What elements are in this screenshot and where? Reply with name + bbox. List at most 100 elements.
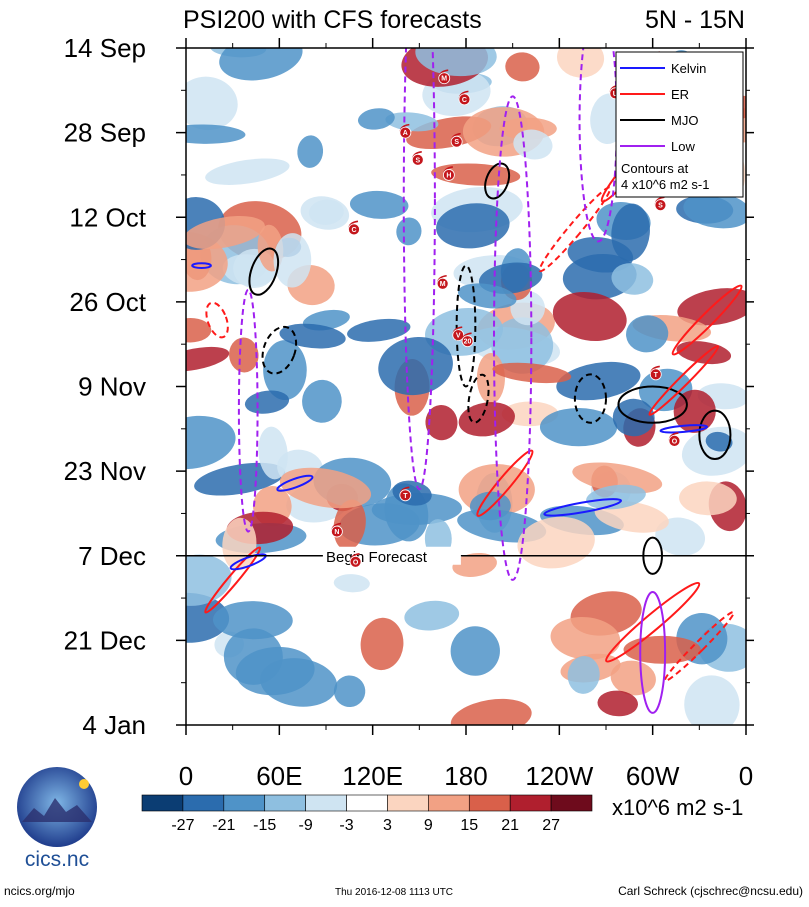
anomaly-patch [385, 112, 439, 132]
x-tick-label: 120W [525, 761, 593, 791]
anomaly-patch [505, 52, 540, 82]
legend: Kelvin ER MJO Low Contours at4 x10^6 m2 s-1 [615, 51, 744, 198]
storm-icon [450, 135, 463, 148]
anomaly-patch [450, 626, 500, 676]
storm-marker: M [438, 69, 451, 85]
storm-marker: T [649, 365, 662, 381]
anomaly-patch [626, 315, 669, 353]
y-tick-label: 7 Dec [78, 541, 146, 571]
anomaly-patch [655, 517, 706, 556]
anomaly-patch [273, 233, 312, 288]
colorbar-level-label: -27 [171, 817, 194, 834]
anomaly-patch [279, 467, 372, 509]
storm-icon [461, 335, 474, 348]
storm-letter: S [658, 203, 663, 210]
storm-letter: C [351, 227, 356, 234]
colorbar-swatch [509, 794, 552, 812]
storm-letter: O [353, 559, 359, 566]
cics-nc-logo: cics.nc [17, 767, 97, 871]
forecast-start-label: Begin Forecast [326, 549, 428, 566]
y-tick-label: 9 Nov [78, 372, 146, 402]
contour-kelvin [659, 424, 709, 434]
storm-letter: O [672, 438, 678, 445]
storm-letter: M [441, 76, 447, 83]
anomaly-patch [186, 76, 238, 131]
footer-author[interactable]: Carl Schreck (cjschrec@ncsu.edu) [618, 884, 803, 898]
anomaly-patch [186, 216, 265, 250]
colorbar-swatch [141, 794, 184, 812]
storm-letter: N [334, 529, 339, 536]
colorbar-units: x10^6 m2 s-1 [612, 795, 743, 820]
colorbar-swatch [182, 794, 225, 812]
anomaly-patch [219, 48, 303, 81]
anomaly-patch [396, 217, 422, 246]
anomaly-patch [436, 203, 510, 249]
colorbar-level-label: 15 [460, 817, 478, 834]
storm-icon [442, 169, 455, 181]
x-tick-label: 60E [256, 761, 302, 791]
colorbar-level-label: -9 [299, 817, 313, 834]
contour-mjo [484, 162, 511, 200]
x-tick-label: 180 [444, 761, 487, 791]
chart-title: PSI200 with CFS forecasts [183, 6, 482, 34]
y-tick-label: 14 Sep [64, 33, 146, 63]
storm-letter: A [403, 130, 408, 137]
forecast-start: Begin Forecast [186, 546, 746, 566]
anomaly-patch [229, 337, 259, 373]
anomaly-patch [679, 481, 737, 516]
contour-er [663, 611, 735, 682]
legend-note: 4 x10^6 m2 s-1 [621, 177, 709, 192]
contour-mjo [617, 385, 688, 424]
anomaly-patch [610, 660, 656, 696]
storm-marker: 20 [461, 332, 474, 348]
anomaly-patch [567, 656, 600, 694]
footer-timestamp: Thu 2016-12-08 1113 UTC [335, 887, 454, 898]
anomaly-patch [244, 390, 290, 414]
legend-label: Low [671, 139, 695, 154]
anomaly-patch [260, 658, 338, 707]
colorbar-level-label: 27 [542, 817, 560, 834]
axes: 0 60E 120E 180 120W 60W 0 14 Sep 28 Sep 12 Oct 26 … [64, 33, 754, 791]
contour-er [648, 345, 720, 416]
anomaly-patch [425, 404, 458, 441]
anomaly-patch [586, 484, 646, 510]
colorbar-swatch [468, 794, 511, 812]
anomaly-patch [333, 499, 366, 551]
contour-kelvin [543, 498, 622, 517]
storm-icon [452, 329, 465, 342]
contour-mjo [248, 247, 280, 296]
contour-er [205, 301, 229, 339]
storm-icon [436, 277, 449, 290]
colorbar-level-label: -21 [212, 817, 235, 834]
logo-text: cics.nc [25, 848, 89, 871]
y-tick-label: 4 Jan [82, 710, 146, 740]
contour-low [237, 288, 259, 533]
footer-website[interactable]: ncics.org/mjo [4, 884, 75, 898]
storm-icon [330, 525, 343, 538]
storm-letter: T [403, 493, 408, 500]
anomaly-patch [550, 616, 621, 660]
anomaly-patch [597, 690, 638, 717]
contour-low [639, 591, 667, 714]
contour-kelvin [191, 262, 212, 270]
colorbar-swatch [346, 794, 388, 812]
contour-er [605, 581, 701, 663]
contour-low [402, 48, 436, 491]
contour-er [538, 186, 612, 273]
x-tick-label: 120E [342, 761, 403, 791]
anomaly-patch [556, 48, 605, 78]
storm-marker: M [436, 274, 449, 290]
anomaly-patch [452, 552, 497, 577]
anomaly-patch [431, 163, 521, 186]
colorbar-swatch [264, 794, 306, 812]
anomaly-patch [611, 263, 654, 295]
colorbar-level-label: 3 [383, 817, 392, 834]
storm-marker: C [348, 220, 360, 236]
anomaly-patch [572, 462, 663, 494]
anomaly-patch [186, 554, 232, 606]
storm-letter: S [454, 139, 459, 146]
storm-icon [399, 126, 412, 139]
storm-icon [349, 555, 362, 568]
anomaly-patch [556, 361, 641, 401]
